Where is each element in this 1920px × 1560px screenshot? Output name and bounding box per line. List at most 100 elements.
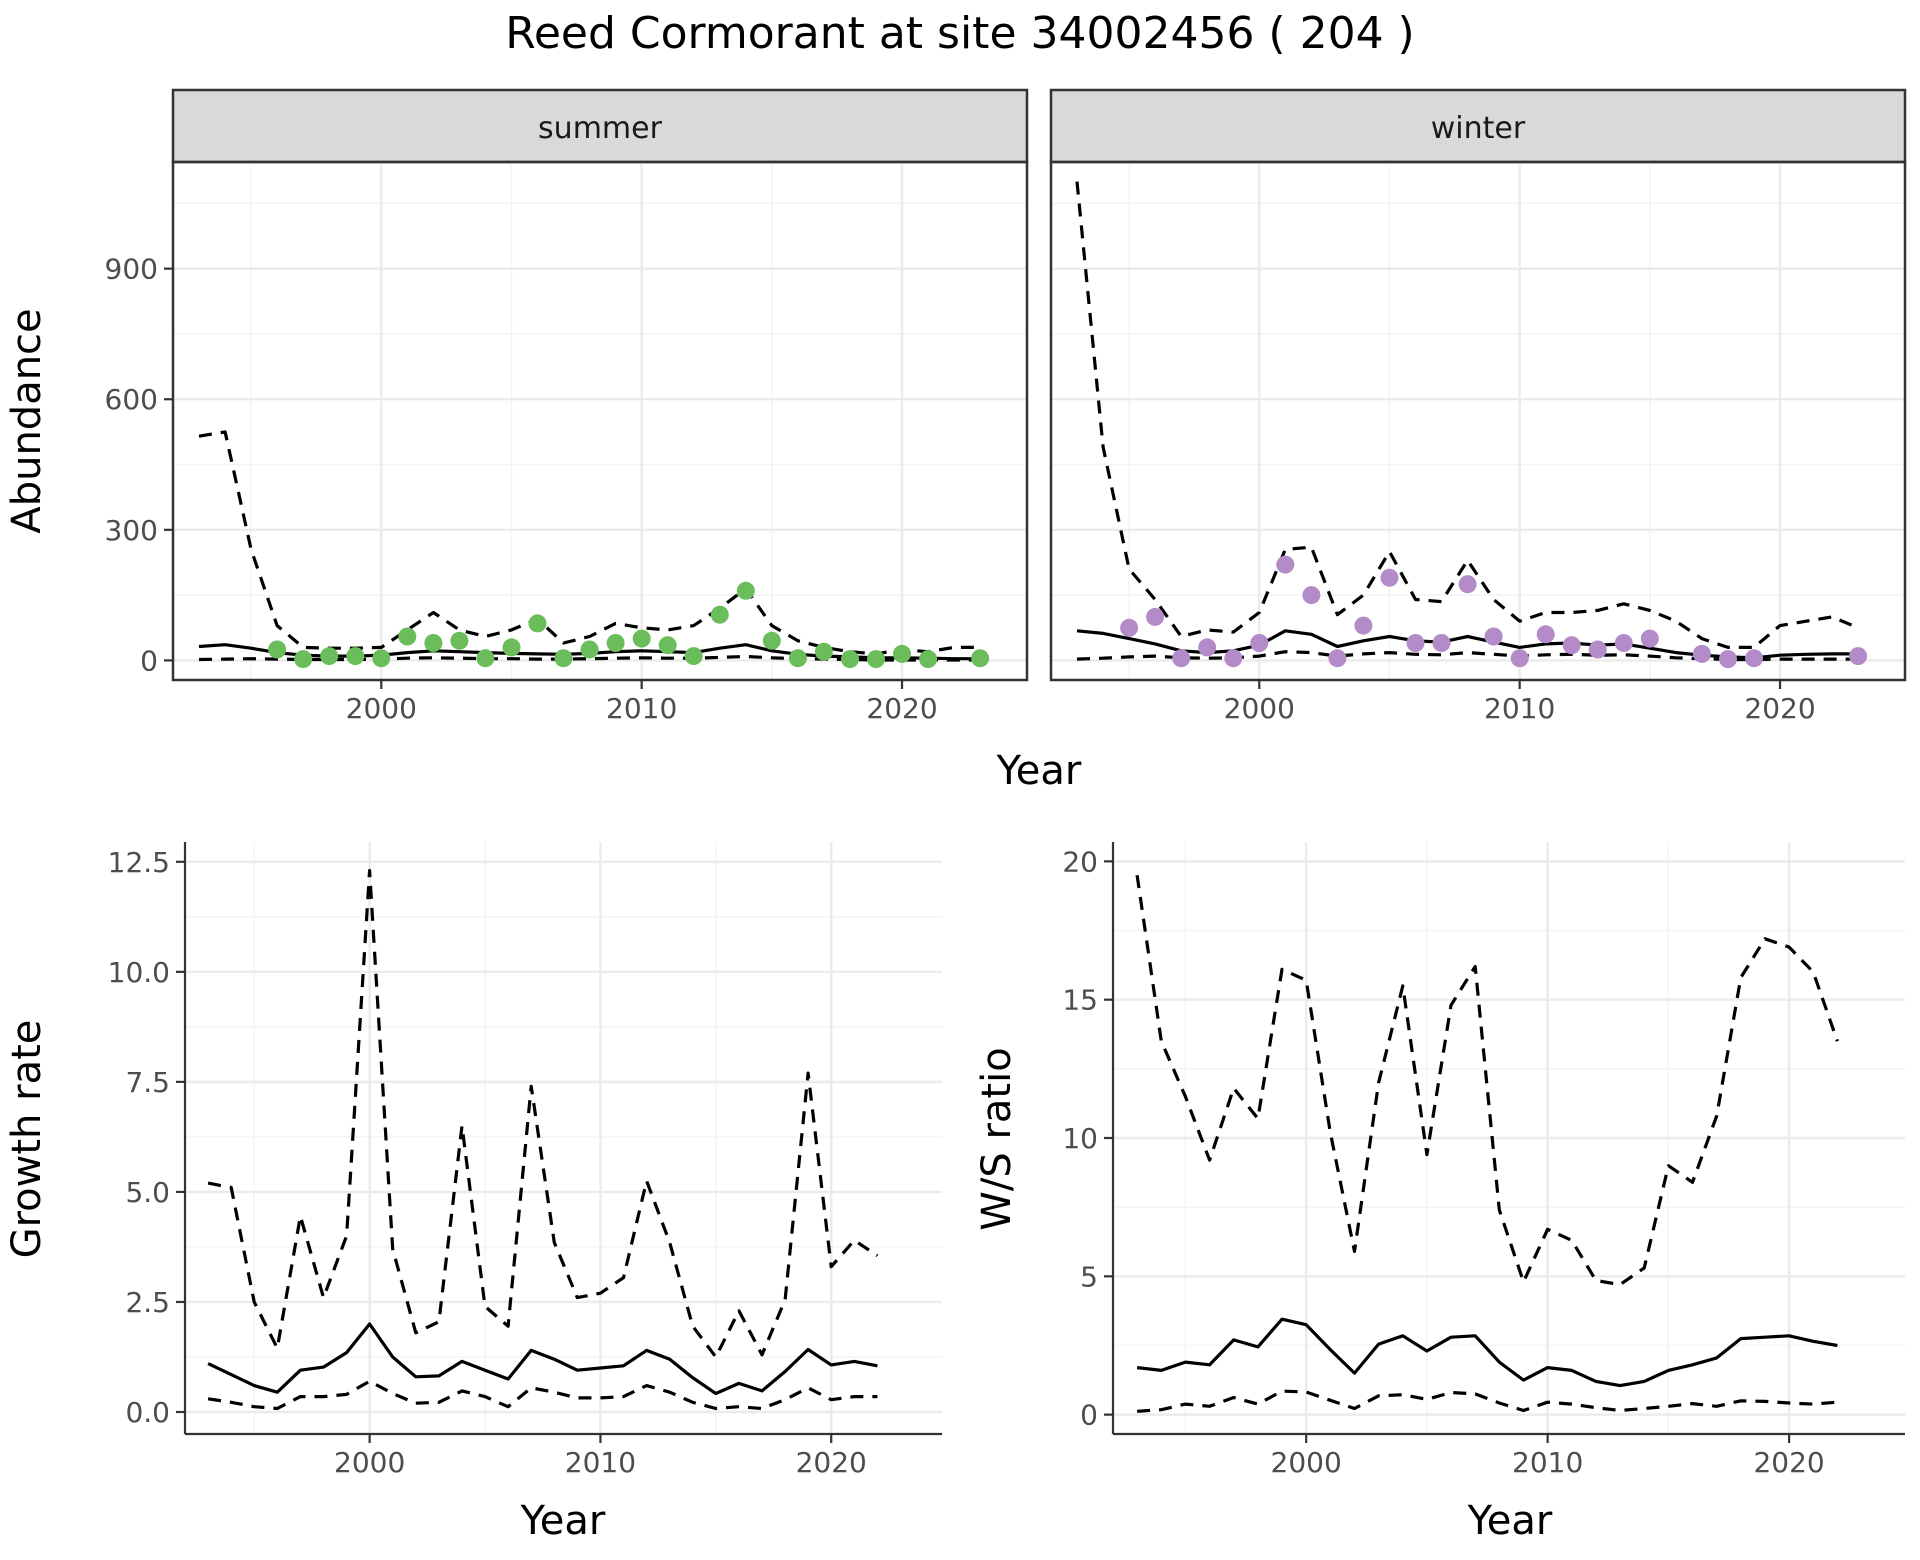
y-tick-label: 10 xyxy=(1062,1122,1098,1155)
summer-plot-area: 2000 2010 2020 0 300 600 900 xyxy=(105,162,1027,725)
observed-point xyxy=(1719,650,1737,669)
x-tick-label: 2010 xyxy=(1512,1446,1583,1479)
growth-rate-y-axis-title: Growth rate xyxy=(4,1020,50,1259)
observed-point xyxy=(1120,618,1139,637)
winter-strip-label: winter xyxy=(1431,111,1526,146)
observed-point xyxy=(580,640,599,659)
observed-point xyxy=(684,647,703,666)
observed-point xyxy=(320,647,339,666)
y-tick-label: 0.0 xyxy=(125,1396,170,1429)
observed-point xyxy=(632,629,651,648)
x-tick-label: 2020 xyxy=(1744,692,1815,725)
y-tick-label: 0 xyxy=(140,644,158,677)
y-tick-label: 5 xyxy=(1080,1260,1098,1293)
summer-strip xyxy=(171,88,1029,164)
observed-point xyxy=(294,650,313,669)
y-tick-label: 300 xyxy=(105,514,158,547)
observed-point xyxy=(1484,627,1503,646)
observed-point xyxy=(710,605,729,624)
observed-point xyxy=(658,636,677,655)
observed-point xyxy=(476,649,495,668)
observed-point xyxy=(1640,629,1659,648)
observed-point xyxy=(450,631,469,650)
x-tick-label: 2020 xyxy=(1753,1446,1824,1479)
upper-ci-line xyxy=(1075,181,1859,649)
x-tick-label: 2000 xyxy=(1271,1446,1342,1479)
x-tick-label: 2020 xyxy=(796,1446,867,1479)
observed-point xyxy=(1536,625,1555,644)
top-x-axis-title: Year xyxy=(996,748,1082,794)
observed-point xyxy=(1380,568,1399,587)
mean-line xyxy=(207,1322,878,1396)
abundance-y-axis-title: Abundance xyxy=(4,308,50,533)
observed-point xyxy=(554,649,573,668)
observed-point xyxy=(841,650,859,669)
observed-point xyxy=(1849,647,1868,666)
observed-point xyxy=(1198,638,1217,657)
observed-point xyxy=(1588,640,1607,659)
x-tick-label: 2000 xyxy=(334,1446,405,1479)
x-tick-label: 2000 xyxy=(346,692,417,725)
y-tick-label: 12.5 xyxy=(108,846,170,879)
ws-ratio-plot-area: 2000 2010 2020 0 5 10 15 20 xyxy=(1062,842,1905,1479)
growth-rate-panel: 2000 2010 2020 0.0 2.5 5.0 7.5 10.0 12.5 xyxy=(108,842,942,1479)
observed-point xyxy=(1302,586,1321,605)
observed-point xyxy=(606,634,625,652)
observed-point xyxy=(1406,634,1425,652)
summer-panel: summer 2000 2010 2020 0 300 600 900 xyxy=(105,88,1029,725)
y-tick-label: 20 xyxy=(1062,845,1098,878)
x-tick-label: 2010 xyxy=(565,1446,636,1479)
observed-point xyxy=(1328,649,1347,668)
summer-strip-label: summer xyxy=(538,111,663,146)
observed-point xyxy=(736,581,755,600)
observed-point xyxy=(1276,555,1295,574)
ws-ratio-panel: 2000 2010 2020 0 5 10 15 20 xyxy=(1062,842,1905,1479)
lower-ci-line xyxy=(207,1379,878,1411)
observed-point xyxy=(1146,607,1165,626)
observed-point xyxy=(1692,644,1711,663)
x-tick-label: 2020 xyxy=(866,692,937,725)
observed-point xyxy=(919,650,938,669)
mean-line xyxy=(1136,1317,1838,1388)
y-tick-label: 2.5 xyxy=(125,1286,170,1319)
winter-panel-border xyxy=(1049,160,1907,682)
y-tick-label: 7.5 xyxy=(125,1066,170,1099)
growth-rate-plot-area: 2000 2010 2020 0.0 2.5 5.0 7.5 10.0 12.5 xyxy=(108,842,942,1479)
y-tick-label: 0 xyxy=(1080,1399,1098,1432)
upper-ci-line xyxy=(1135,874,1839,1287)
chart-title: Reed Cormorant at site 34002456 ( 204 ) xyxy=(505,8,1414,59)
observed-point xyxy=(1745,649,1763,668)
observed-point xyxy=(1250,634,1269,652)
observed-point xyxy=(346,647,365,666)
observed-point xyxy=(762,631,781,650)
y-tick-label: 5.0 xyxy=(125,1176,170,1209)
x-tick-label: 2000 xyxy=(1224,692,1295,725)
observed-point xyxy=(1224,649,1243,668)
observed-point xyxy=(1172,649,1191,668)
x-tick-label: 2010 xyxy=(1484,692,1555,725)
observed-point xyxy=(971,649,990,668)
ws-ratio-y-axis-title: W/S ratio xyxy=(974,1047,1020,1230)
observed-point xyxy=(424,634,443,652)
observed-point xyxy=(1614,634,1633,652)
winter-plot-area: 2000 2010 2020 xyxy=(1051,162,1905,725)
observed-point xyxy=(268,640,287,659)
upper-ci-line xyxy=(207,869,879,1359)
observed-point xyxy=(893,644,911,663)
y-tick-label: 900 xyxy=(105,253,158,286)
observed-point xyxy=(1432,634,1451,652)
observed-point xyxy=(372,649,391,668)
x-tick-label: 2010 xyxy=(606,692,677,725)
summer-panel-border xyxy=(171,160,1029,682)
lower-ci-line xyxy=(1136,1389,1838,1413)
ws-ratio-x-axis-title: Year xyxy=(1467,1498,1553,1544)
observed-point xyxy=(1510,649,1529,668)
observed-point xyxy=(528,614,547,633)
winter-strip xyxy=(1049,88,1907,164)
observed-point xyxy=(814,642,833,661)
y-tick-label: 600 xyxy=(105,383,158,416)
observed-point xyxy=(867,650,885,669)
y-tick-label: 15 xyxy=(1062,984,1098,1017)
winter-panel: winter 2000 2010 2020 xyxy=(1049,88,1907,725)
